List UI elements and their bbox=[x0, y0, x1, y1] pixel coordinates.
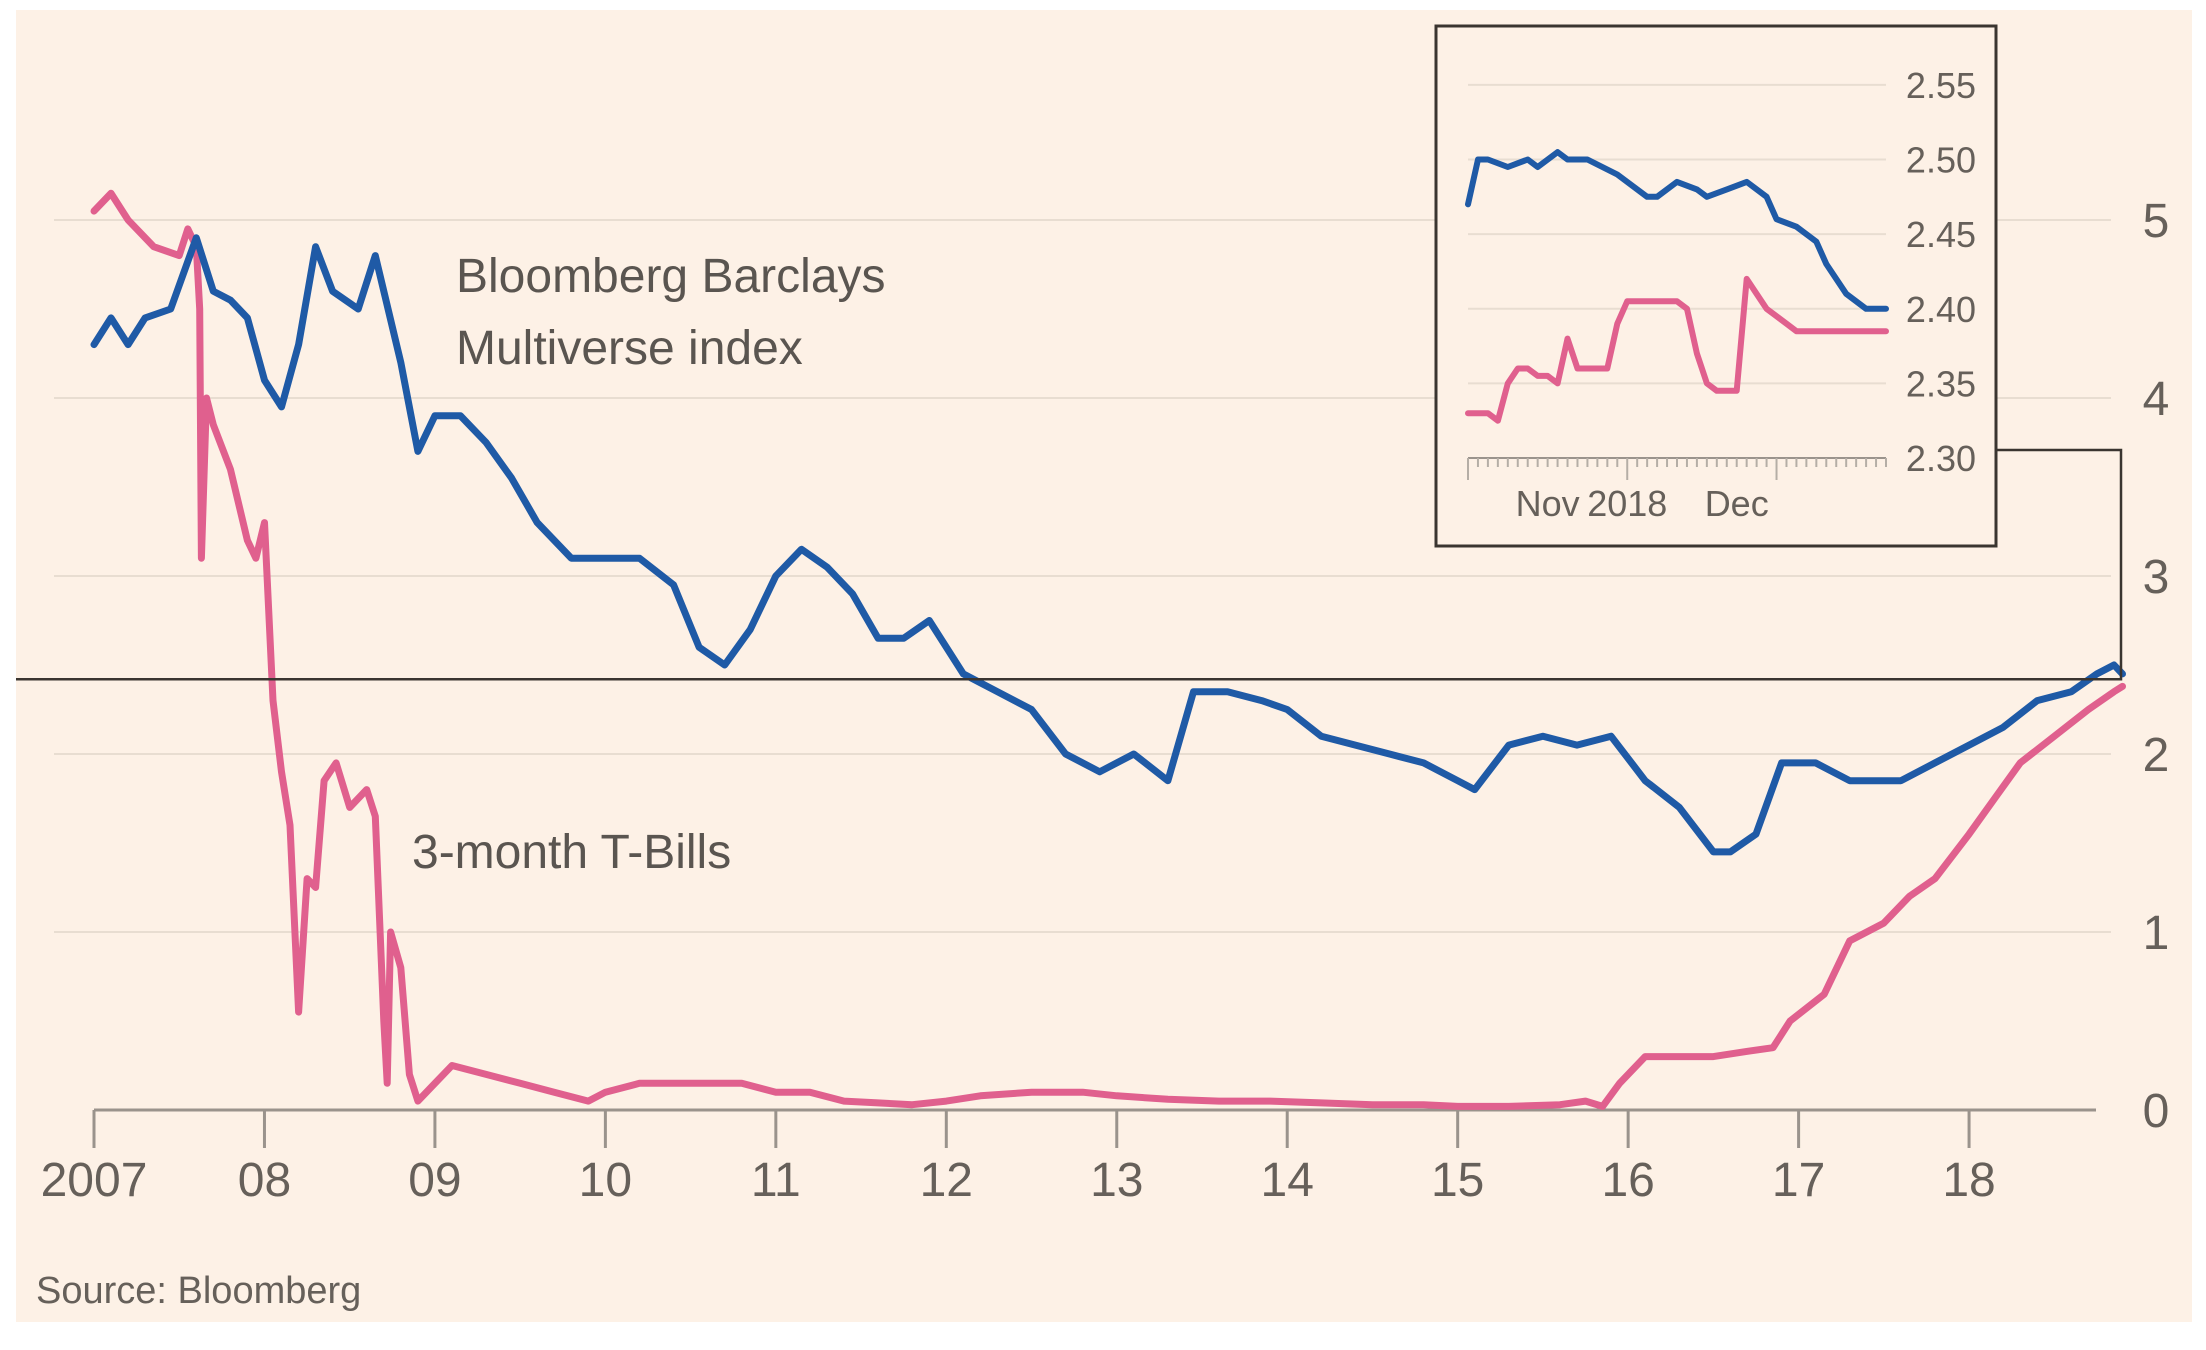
inset-y-tick-4: 2.50 bbox=[1906, 140, 1976, 181]
main-x-tick-08: 08 bbox=[238, 1154, 291, 1207]
inset-t-bills-line bbox=[1465, 275, 1889, 424]
main-x-tick-13: 13 bbox=[1090, 1154, 1143, 1207]
main-x-tick-18: 18 bbox=[1942, 1154, 1995, 1207]
inset-y-tick-2: 2.40 bbox=[1906, 289, 1976, 330]
main-y-tick-0: 0 bbox=[2143, 1085, 2170, 1138]
inset-chart: 2.30 2.35 2.40 2.45 2.50 2.55 Nov 2018 Dec bbox=[1434, 24, 1998, 548]
t-bills-label-line-1: 3-month T-Bills bbox=[412, 826, 731, 879]
main-y-tick-2: 2 bbox=[2143, 729, 2170, 782]
inset-x-tick-0: Nov bbox=[1516, 483, 1580, 524]
multiverse-index-line bbox=[90, 234, 2126, 856]
main-x-tick-09: 09 bbox=[408, 1154, 461, 1207]
main-x-tick-17: 17 bbox=[1772, 1154, 1825, 1207]
main-y-tick-labels: 0 1 2 3 4 5 bbox=[2143, 195, 2170, 1138]
main-y-tick-4: 4 bbox=[2143, 373, 2170, 426]
main-x-tick-15: 15 bbox=[1431, 1154, 1484, 1207]
main-x-tick-labels: 2007 08 09 10 11 12 13 14 15 16 17 18 bbox=[41, 1154, 1996, 1207]
main-x-tick-14: 14 bbox=[1261, 1154, 1314, 1207]
inset-y-tick-0: 2.30 bbox=[1906, 438, 1976, 479]
main-x-tick-16: 16 bbox=[1601, 1154, 1654, 1207]
inset-connector bbox=[16, 448, 2123, 681]
inset-multiverse-line bbox=[1465, 149, 1889, 312]
main-y-tick-3: 3 bbox=[2143, 551, 2170, 604]
main-y-tick-1: 1 bbox=[2143, 907, 2170, 960]
multiverse-label-line-2: Multiverse index bbox=[456, 322, 803, 375]
inset-y-tick-5: 2.55 bbox=[1906, 65, 1976, 106]
inset-x-tick-1: 2018 bbox=[1587, 483, 1667, 524]
main-series-lines bbox=[90, 189, 2126, 1110]
inset-x-tick-2: Dec bbox=[1705, 483, 1769, 524]
inset-y-tick-1: 2.35 bbox=[1906, 363, 1976, 404]
t-bills-line bbox=[90, 189, 2126, 1110]
main-x-tick-12: 12 bbox=[920, 1154, 973, 1207]
inset-y-tick-3: 2.45 bbox=[1906, 214, 1976, 255]
main-x-axis bbox=[92, 1108, 2096, 1148]
main-x-tick-10: 10 bbox=[579, 1154, 632, 1207]
source-note: Source: Bloomberg bbox=[36, 1270, 361, 1312]
multiverse-label-line-1: Bloomberg Barclays bbox=[456, 250, 886, 303]
main-series-labels: Bloomberg Barclays Multiverse index 3-mont… bbox=[412, 250, 886, 879]
main-y-tick-5: 5 bbox=[2143, 195, 2170, 248]
connector-line bbox=[16, 448, 2123, 681]
main-x-tick-11: 11 bbox=[751, 1154, 801, 1207]
main-x-tick-2007: 2007 bbox=[41, 1154, 148, 1207]
